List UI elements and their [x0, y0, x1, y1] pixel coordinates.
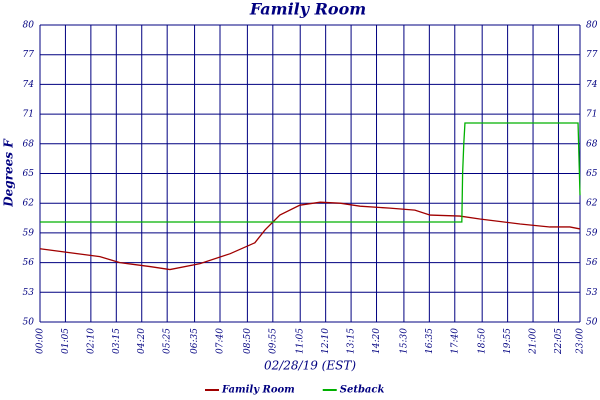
x-tick-label: 04:20	[137, 328, 147, 354]
y2-tick-label: 77	[586, 50, 598, 60]
y-tick-label: 53	[23, 288, 35, 298]
x-tick-label: 03:15	[112, 328, 122, 354]
y-tick-label: 77	[23, 50, 35, 60]
x-tick-label: 14:20	[372, 328, 382, 354]
y-tick-label: 74	[23, 80, 35, 90]
y2-tick-label: 59	[586, 228, 598, 238]
x-axis-label: 02/28/19 (EST)	[264, 359, 356, 373]
y-tick-label: 56	[23, 258, 35, 268]
chart-title: Family Room	[249, 0, 366, 19]
legend-label: Family Room	[221, 385, 295, 396]
y2-tick-label: 53	[586, 288, 598, 298]
y2-tick-label: 50	[586, 318, 598, 328]
x-tick-label: 13:15	[347, 328, 357, 354]
x-tick-label: 18:50	[478, 328, 488, 354]
series-line	[40, 122, 581, 223]
y-tick-label: 68	[23, 139, 35, 149]
y2-tick-label: 65	[586, 169, 598, 179]
y-tick-label: 80	[23, 21, 35, 31]
y2-tick-label: 56	[586, 258, 598, 268]
x-tick-label: 00:00	[36, 328, 46, 354]
x-tick-label: 22:05	[554, 328, 564, 355]
x-tick-label: 01:05	[61, 328, 71, 354]
y2-tick-label: 68	[586, 139, 598, 149]
x-tick-label: 05:25	[163, 328, 173, 354]
x-tick-label: 06:35	[190, 328, 200, 354]
y2-tick-label: 80	[586, 21, 598, 31]
x-tick-label: 11:05	[296, 328, 306, 354]
x-tick-label: 09:55	[268, 328, 278, 354]
y2-tick-label: 74	[586, 80, 598, 90]
y2-tick-label: 71	[586, 110, 597, 120]
x-tick-label: 19:55	[503, 328, 513, 354]
x-tick-label: 12:10	[321, 328, 331, 354]
series-line	[39, 201, 581, 271]
x-tick-label: 23:00	[576, 328, 586, 355]
y-tick-label: 71	[23, 110, 34, 120]
y-axis-label: Degrees F	[2, 138, 16, 208]
x-tick-label: 02:10	[86, 328, 96, 354]
y-tick-label: 59	[23, 228, 35, 238]
y-tick-label: 50	[23, 318, 35, 328]
y-tick-label: 65	[23, 169, 35, 179]
x-tick-label: 16:35	[425, 328, 435, 354]
x-tick-label: 17:40	[450, 328, 460, 354]
y2-tick-label: 62	[586, 199, 598, 209]
x-tick-label: 21:00	[529, 328, 539, 355]
y-tick-label: 62	[23, 199, 35, 209]
legend-label: Setback	[340, 385, 385, 396]
x-tick-label: 08:50	[243, 328, 253, 354]
x-tick-label: 15:30	[399, 328, 409, 354]
x-tick-label: 07:40	[216, 328, 226, 354]
